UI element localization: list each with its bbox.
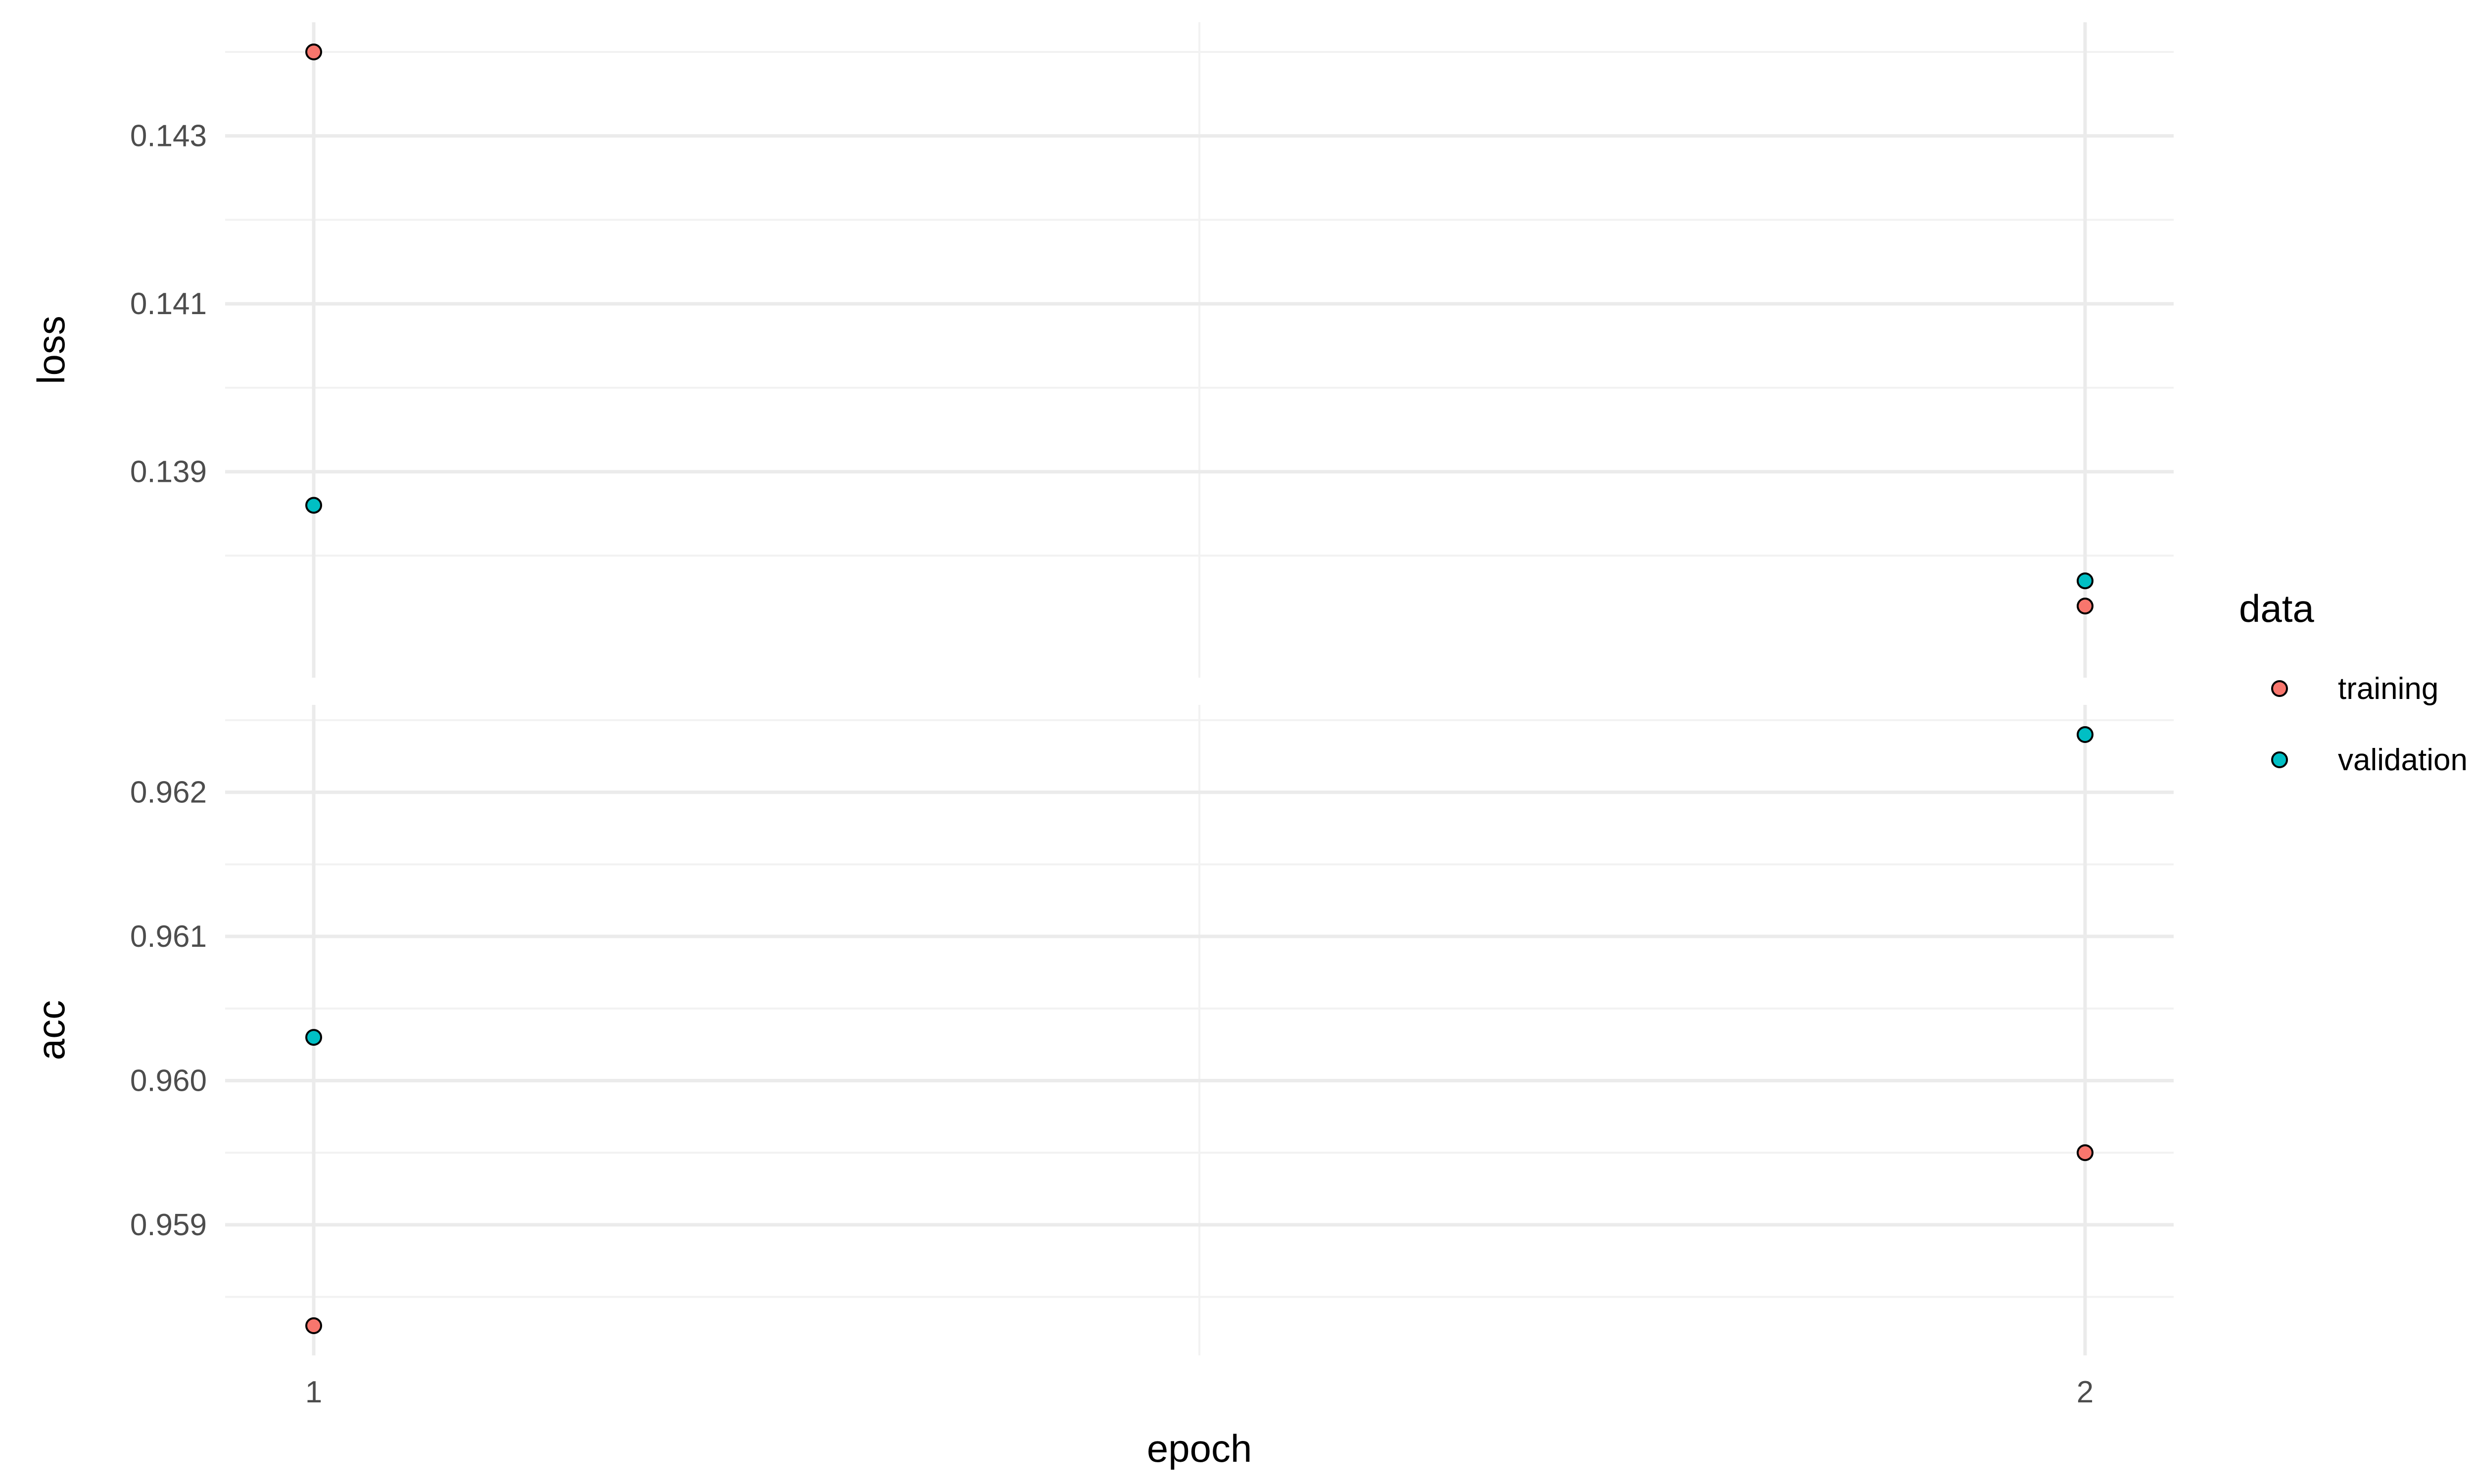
y-tick-label: 0.143: [130, 119, 207, 153]
data-point-training: [2077, 598, 2093, 615]
y-axis-title-acc: acc: [29, 1000, 73, 1060]
panels-layer: 0.139 0.141 0.143 loss 0.959 0.960 0.961 0.962 a…: [29, 22, 2174, 1409]
legend-entries: training validation: [2271, 672, 2468, 777]
y-tick-label: 0.962: [130, 776, 207, 810]
data-point-training: [305, 1317, 322, 1334]
data-point-training: [2077, 1144, 2093, 1161]
legend-label: validation: [2338, 743, 2468, 777]
data-point-validation: [305, 497, 322, 514]
x-axis-title: epoch: [1147, 1427, 1252, 1470]
data-point-validation: [305, 1029, 322, 1046]
legend-entry-validation: validation: [2271, 743, 2468, 777]
y-tick-label: 0.139: [130, 455, 207, 489]
data-point-validation: [2077, 572, 2093, 590]
x-tick-label: 2: [2077, 1375, 2093, 1409]
y-tick-label: 0.961: [130, 920, 207, 954]
legend-key-validation: [2271, 751, 2288, 768]
y-tick-label: 0.141: [130, 287, 207, 321]
legend-key-training: [2271, 680, 2288, 697]
data-point-validation: [2077, 726, 2093, 743]
y-tick-label: 0.959: [130, 1208, 207, 1242]
y-axis-title-loss: loss: [29, 316, 73, 384]
legend: data training validation: [2239, 587, 2468, 777]
legend-title: data: [2239, 587, 2314, 630]
x-tick-label: 1: [305, 1375, 322, 1409]
legend-entry-training: training: [2271, 672, 2438, 706]
legend-label: training: [2338, 672, 2438, 706]
panel-loss: 0.139 0.141 0.143 loss: [29, 22, 2174, 678]
panel-acc: 0.959 0.960 0.961 0.962 acc: [29, 705, 2174, 1355]
data-point-training: [305, 44, 322, 60]
y-tick-label: 0.960: [130, 1064, 207, 1098]
